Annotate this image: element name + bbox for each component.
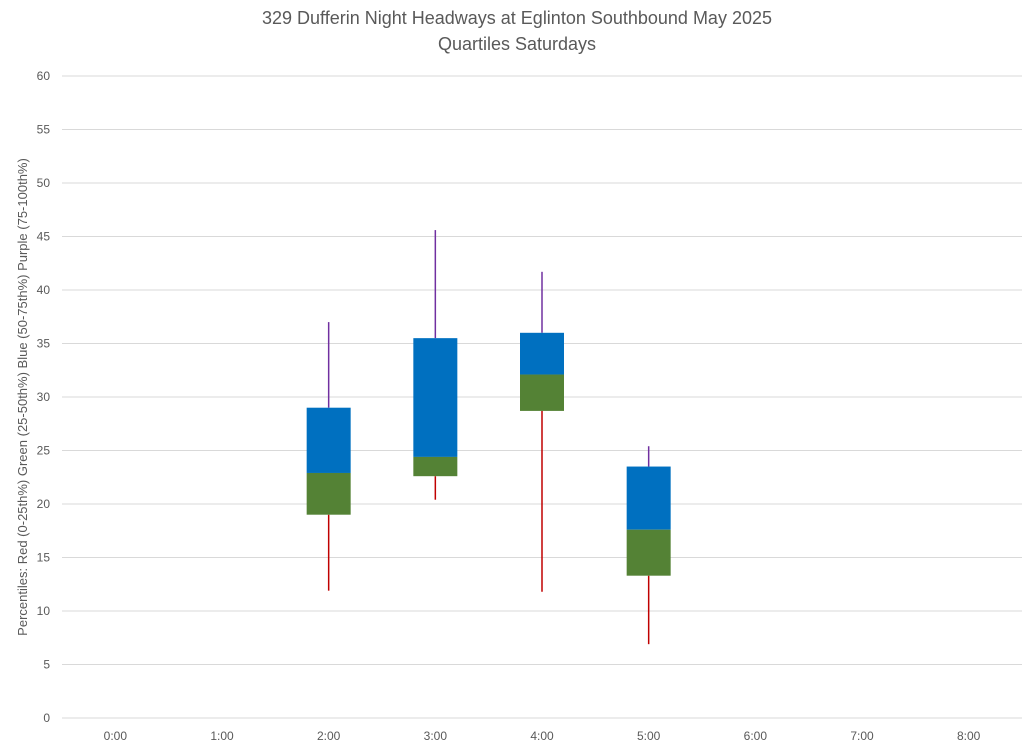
y-tick-label: 55 (37, 123, 51, 137)
upper-box (413, 338, 458, 457)
x-tick-label: 4:00 (530, 729, 554, 743)
box-500 (626, 446, 671, 645)
x-tick-label: 1:00 (210, 729, 234, 743)
y-tick-label: 45 (37, 230, 51, 244)
upper-box (306, 407, 351, 473)
x-tick-label: 2:00 (317, 729, 341, 743)
y-tick-label: 25 (37, 444, 51, 458)
y-tick-label: 15 (37, 551, 51, 565)
x-tick-label: 8:00 (957, 729, 981, 743)
box-300 (413, 230, 458, 500)
y-tick-label: 5 (43, 658, 50, 672)
y-tick-label: 30 (37, 390, 51, 404)
x-tick-label: 5:00 (637, 729, 661, 743)
lower-box (306, 472, 351, 515)
y-tick-label: 60 (37, 69, 51, 83)
upper-box (626, 466, 671, 530)
box-400 (520, 271, 564, 592)
y-axis-label: Percentiles: Red (0-25th%) Green (25-50t… (15, 158, 30, 636)
y-tick-label: 20 (37, 497, 51, 511)
box-200 (306, 322, 351, 591)
lower-box (520, 374, 564, 411)
lower-box (626, 529, 671, 576)
x-tick-label: 6:00 (744, 729, 768, 743)
y-tick-label: 0 (43, 711, 50, 725)
chart-title: 329 Dufferin Night Headways at Eglinton … (262, 8, 772, 28)
lower-box (413, 456, 458, 477)
y-tick-label: 35 (37, 337, 51, 351)
x-tick-label: 3:00 (424, 729, 448, 743)
y-tick-label: 40 (37, 283, 51, 297)
upper-box (520, 332, 564, 375)
x-tick-label: 0:00 (104, 729, 128, 743)
chart-subtitle: Quartiles Saturdays (438, 34, 596, 54)
x-tick-label: 7:00 (850, 729, 874, 743)
y-tick-label: 10 (37, 604, 51, 618)
y-tick-label: 50 (37, 176, 51, 190)
